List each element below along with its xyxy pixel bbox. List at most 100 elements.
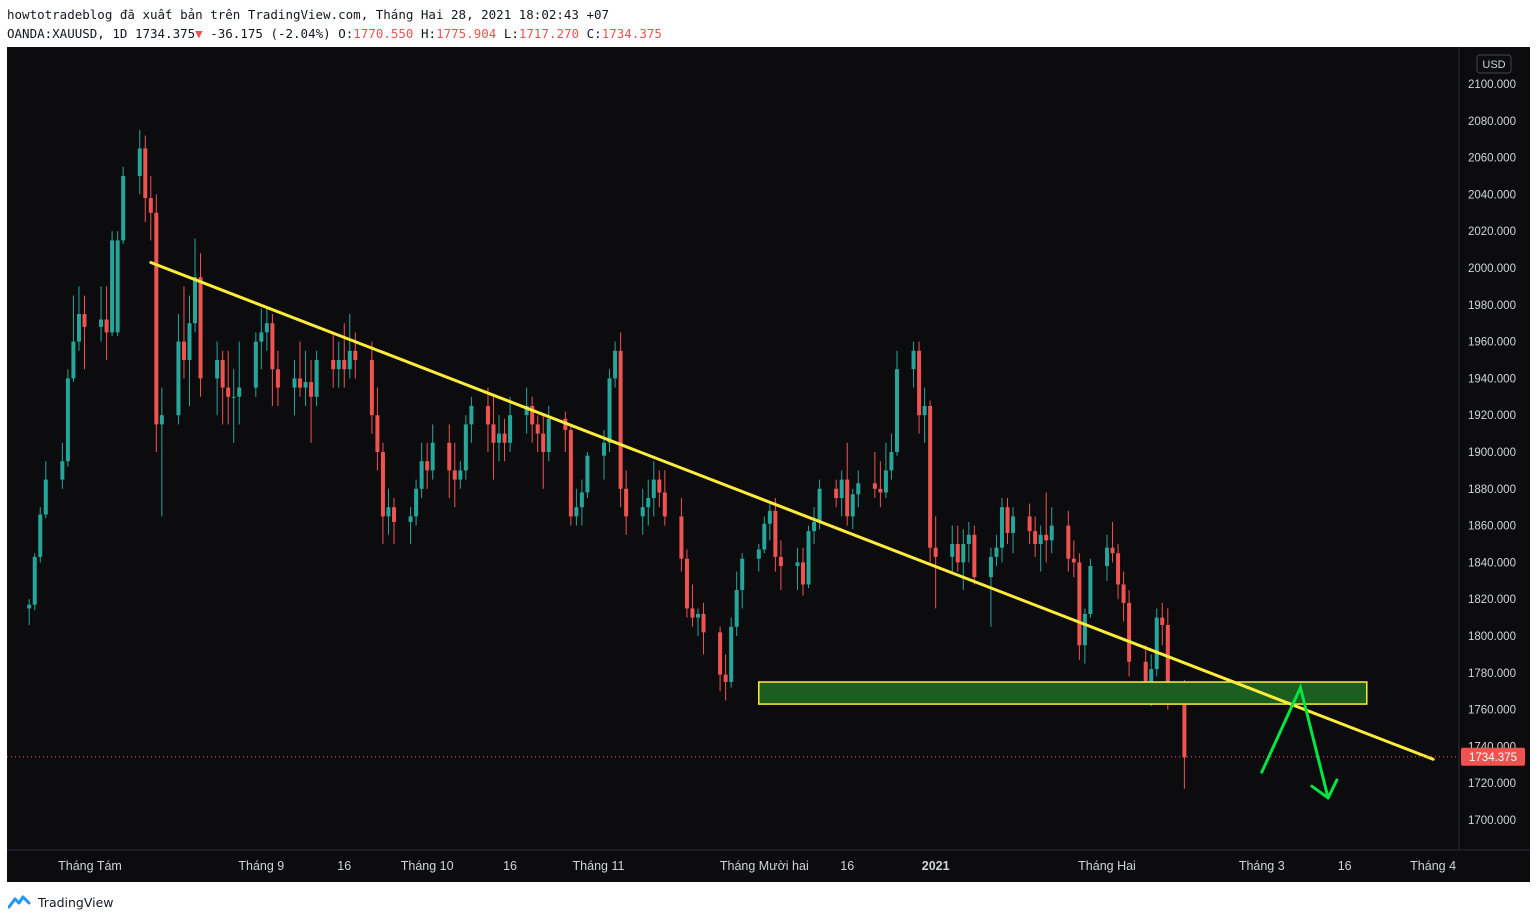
candle-body [894, 369, 899, 452]
candle-body [1121, 584, 1126, 603]
candle-body [380, 452, 385, 517]
candle-body [1116, 553, 1121, 585]
candle-body [613, 350, 618, 379]
candle-body [391, 507, 396, 522]
candles-layer [27, 130, 1187, 789]
candle-body [723, 674, 728, 682]
tradingview-footer[interactable]: TradingView [8, 893, 114, 911]
candle-body [579, 492, 584, 508]
symbol-label[interactable]: OANDA:XAUUSD, 1D [7, 26, 128, 41]
currency-badge [1476, 54, 1512, 74]
candle-body [447, 442, 452, 471]
candle-body [270, 323, 275, 370]
candle-body [259, 332, 264, 342]
candle-body [419, 461, 424, 489]
time-tick-label: 2021 [922, 859, 950, 873]
candle-body [812, 521, 817, 532]
last-price-tag: 1734.375 [1461, 747, 1525, 766]
candle-body [684, 558, 689, 609]
time-tick-label: Tháng 4 [1410, 859, 1456, 873]
candle-body [795, 562, 800, 567]
price-tick-label: 1880.000 [1468, 484, 1516, 496]
candle-body [999, 507, 1004, 548]
candle-body [1082, 613, 1087, 646]
time-tick-label: 16 [1338, 859, 1352, 873]
candle-body [60, 461, 65, 480]
time-axis[interactable]: Tháng Tám Tháng 9 16 Tháng 10 16 Tháng 11 Thán… [58, 859, 1456, 873]
time-tick-label: Tháng Tám [58, 859, 122, 873]
candle-body [657, 479, 662, 493]
close-label: C: [586, 26, 602, 41]
downtrend-line [149, 260, 1435, 761]
candle-body [966, 534, 971, 544]
candle-body [734, 590, 739, 627]
candle-body [76, 314, 81, 342]
candle-body [110, 240, 115, 333]
price-tick-label: 2040.000 [1468, 189, 1516, 201]
candle-body [988, 556, 993, 578]
candle-body [1160, 617, 1165, 625]
candle-body [883, 470, 888, 493]
candle-body [1027, 516, 1032, 532]
candle-body [1088, 566, 1093, 614]
down-arrow-icon: ▼ [195, 26, 203, 41]
candle-body [1110, 547, 1115, 554]
time-tick-label: Tháng 11 [573, 859, 625, 873]
candle-body [1011, 516, 1016, 533]
candle-body [458, 470, 463, 480]
candle-body [568, 429, 573, 517]
candle-body [331, 360, 336, 370]
candle-body [264, 323, 269, 333]
candle-body [778, 556, 783, 567]
candle-body [889, 452, 894, 471]
candle-body [718, 632, 723, 675]
time-tick-label: 16 [337, 859, 351, 873]
candle-body [485, 406, 490, 425]
candle-body [502, 433, 507, 443]
high-label: H: [421, 26, 437, 41]
price-tick-label: 1820.000 [1468, 594, 1516, 606]
high-value: 1775.904 [436, 26, 497, 41]
candle-body [773, 510, 778, 557]
candle-body [695, 613, 700, 618]
time-tick-label: 16 [840, 859, 854, 873]
candle-body [845, 479, 850, 517]
candle-body [574, 507, 579, 517]
price-change: -36.175 (-2.04%) [210, 26, 331, 41]
last-price-tag-bg [1461, 747, 1525, 766]
candle-body [850, 494, 855, 517]
candle-body [928, 406, 933, 548]
last-price-tag-label: 1734.375 [1469, 752, 1517, 764]
candle-body [99, 319, 104, 327]
time-tick-label: Tháng 9 [238, 859, 284, 873]
price-tick-label: 1960.000 [1468, 337, 1516, 349]
time-tick-label: Tháng 10 [401, 859, 454, 873]
candle-body [618, 350, 623, 489]
candle-body [701, 613, 706, 633]
candle-body [856, 483, 861, 495]
price-tick-label: 1780.000 [1468, 668, 1516, 680]
candle-body [353, 350, 358, 360]
candle-body [917, 350, 922, 416]
price-tick-label: 1760.000 [1468, 705, 1516, 717]
candle-body [469, 406, 474, 425]
projection-arrow [1260, 683, 1330, 800]
candle-body [231, 396, 236, 398]
tradingview-logo-icon [8, 895, 31, 909]
ohlc-legend: OANDA:XAUUSD, 1D 1734.375▼ -36.175 (-2.0… [7, 26, 662, 41]
candle-body [640, 507, 645, 517]
price-tick-label: 2020.000 [1468, 226, 1516, 238]
candle-body [65, 378, 70, 462]
tradingview-brand: TradingView [38, 894, 114, 910]
candle-body [1066, 525, 1071, 559]
candle-body [193, 277, 198, 324]
price-axis[interactable]: USD 1700.0001720.0001740.0001760.0001780… [1468, 54, 1516, 827]
price-tick-label: 2100.000 [1468, 79, 1516, 91]
currency-label: USD [1482, 59, 1505, 71]
candle-body [1149, 669, 1154, 682]
candle-body [154, 212, 159, 425]
arrow-layer [1260, 683, 1339, 800]
candle-body [1154, 617, 1159, 670]
candle-body [756, 549, 761, 559]
